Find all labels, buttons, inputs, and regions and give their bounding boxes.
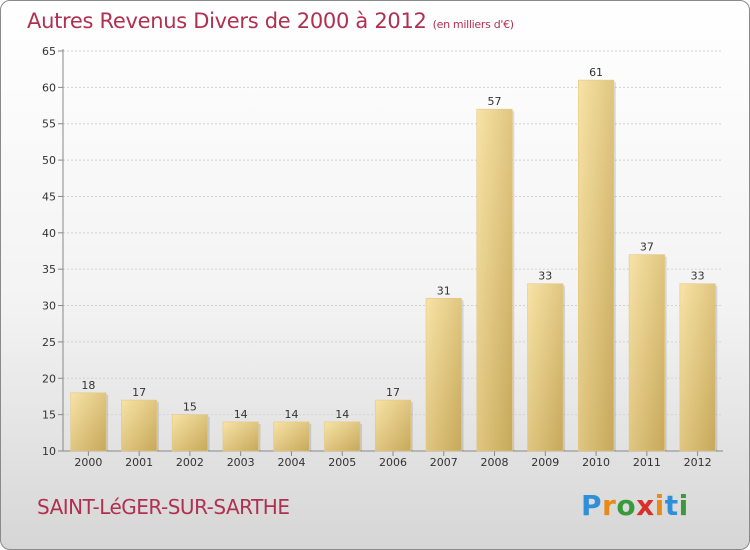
x-tick-label: 2004 — [277, 456, 305, 469]
bar — [527, 283, 564, 452]
data-label: 61 — [589, 66, 603, 79]
bar — [679, 283, 716, 452]
x-tick-label: 2001 — [125, 456, 153, 469]
logo-letter: o — [616, 489, 637, 522]
logo-letter: x — [636, 489, 655, 522]
chart-title: Autres Revenus Divers de 2000 à 2012 (en … — [27, 9, 514, 33]
x-axis: 2000 2001 2002 2003 2004 2005 2006 2007 2008 2009… — [63, 450, 723, 469]
y-tick-label: 45 — [42, 190, 56, 203]
data-labels: 18 17 15 14 14 14 17 31 57 33 61 37 33 — [81, 66, 704, 421]
place-name: SAINT-LéGER-SUR-SARTHE — [37, 495, 290, 519]
y-tick-label: 50 — [42, 154, 56, 167]
data-label: 33 — [538, 270, 552, 283]
logo-letter: t — [664, 489, 679, 522]
bar — [121, 399, 158, 452]
proxiti-logo: Proxiti — [581, 489, 689, 522]
x-tick-label: 2011 — [633, 456, 661, 469]
logo-letter: i — [678, 489, 689, 522]
data-label: 17 — [386, 386, 400, 399]
bar — [374, 399, 412, 452]
bar — [476, 108, 513, 452]
x-tick-label: 2006 — [379, 456, 407, 469]
y-tick-label: 60 — [42, 81, 56, 94]
y-axis: 10 15 20 25 30 35 40 45 50 55 60 65 — [42, 45, 64, 458]
x-tick-label: 2002 — [176, 456, 204, 469]
bar — [628, 254, 665, 452]
y-tick-label: 20 — [42, 372, 56, 385]
bar — [273, 421, 310, 452]
y-tick-label: 15 — [42, 409, 56, 422]
bar — [70, 392, 107, 452]
chart-title-text: Autres Revenus Divers de 2000 à 2012 — [27, 9, 427, 33]
logo-letter: P — [581, 489, 603, 522]
x-tick-label: 2012 — [684, 456, 712, 469]
data-label: 18 — [81, 379, 95, 392]
x-tick-label: 2005 — [328, 456, 356, 469]
data-label: 15 — [183, 401, 197, 414]
data-label: 14 — [234, 408, 248, 421]
x-tick-label: 2003 — [227, 456, 255, 469]
x-tick-label: 2009 — [531, 456, 559, 469]
data-label: 17 — [132, 386, 146, 399]
chart-title-unit: (en milliers d'€) — [432, 18, 514, 31]
y-tick-label: 25 — [42, 336, 56, 349]
logo-letter: r — [602, 489, 617, 522]
x-tick-label: 2007 — [430, 456, 458, 469]
data-label: 14 — [284, 408, 298, 421]
data-label: 14 — [335, 408, 349, 421]
data-label: 57 — [488, 95, 502, 108]
y-tick-label: 30 — [42, 300, 56, 313]
data-label: 33 — [691, 270, 705, 283]
y-tick-label: 10 — [42, 445, 56, 458]
x-tick-label: 2000 — [74, 456, 102, 469]
bars — [70, 79, 718, 452]
y-tick-label: 65 — [42, 45, 56, 58]
bar — [171, 414, 208, 452]
bar — [222, 421, 259, 452]
x-tick-label: 2010 — [582, 456, 610, 469]
y-tick-label: 40 — [42, 227, 56, 240]
y-tick-label: 35 — [42, 263, 56, 276]
x-tick-label: 2008 — [481, 456, 509, 469]
bar — [425, 297, 462, 452]
y-tick-label: 55 — [42, 118, 56, 131]
data-label: 31 — [437, 284, 451, 297]
bar — [324, 421, 361, 452]
bar — [578, 79, 615, 452]
data-label: 37 — [640, 241, 654, 254]
logo-letter: i — [654, 489, 665, 522]
